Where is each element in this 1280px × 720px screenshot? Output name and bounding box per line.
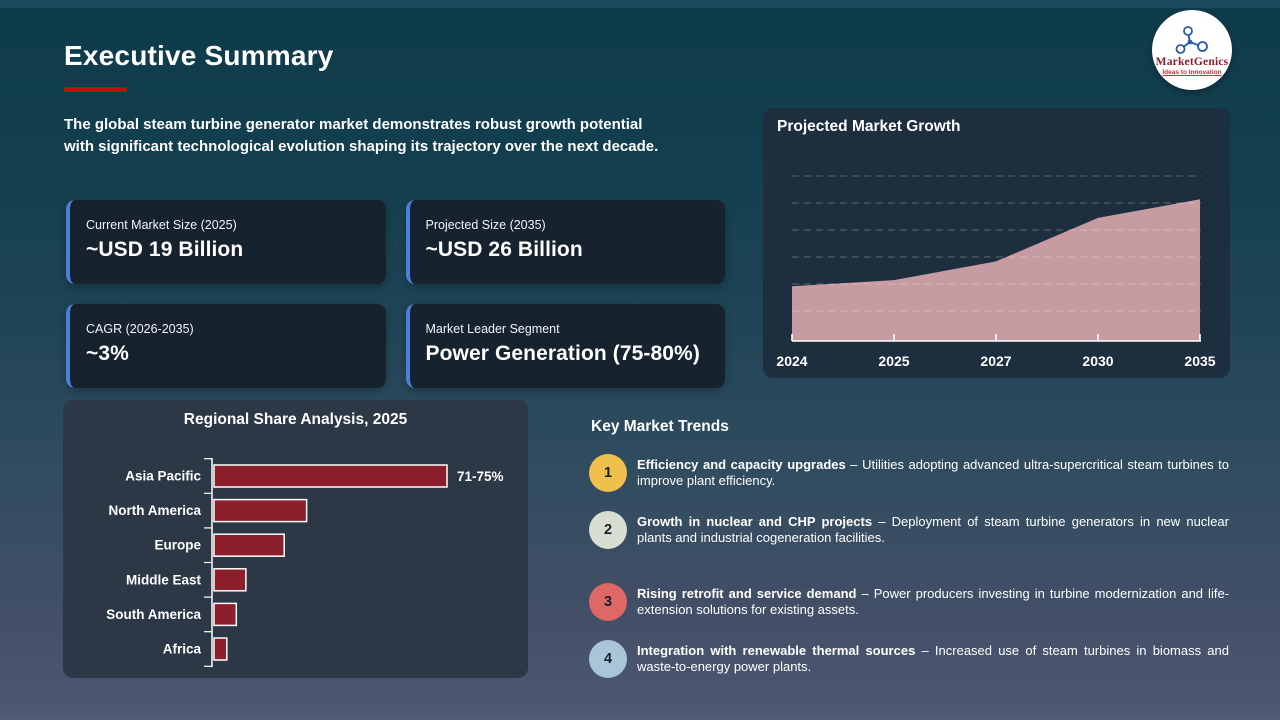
regional-share-chart: Asia Pacific 71-75% North America Europe Mid… xyxy=(106,458,504,667)
page-title: Executive Summary xyxy=(64,40,334,71)
trend-text: Growth in nuclear and CHP projects – Dep… xyxy=(637,514,1229,547)
category-label: Africa xyxy=(163,642,202,657)
growth-chart-title: Projected Market Growth xyxy=(777,118,961,135)
trend-title: Efficiency and capacity upgrades xyxy=(637,456,846,472)
bottom-accent-strip xyxy=(0,715,1280,720)
trend-number-badge: 3 xyxy=(589,583,627,621)
stat-value: ~3% xyxy=(86,342,129,365)
key-market-trends: Key Market Trends 1 Efficiency and capac… xyxy=(589,418,1237,678)
stat-label: Projected Size (2035) xyxy=(425,218,546,232)
stat-label: CAGR (2026-2035) xyxy=(86,322,194,336)
x-axis-label: 2025 xyxy=(878,353,909,369)
title-underline xyxy=(64,87,127,92)
stat-value: ~USD 19 Billion xyxy=(86,238,244,261)
trend-item: 4 Integration with renewable thermal sou… xyxy=(589,640,1237,678)
category-label: Middle East xyxy=(126,572,202,587)
stat-value: Power Generation (75-80%) xyxy=(425,342,700,365)
trend-item: 3 Rising retrofit and service demand – P… xyxy=(589,583,1237,621)
marketgenics-logo: MarketGenics Ideas to Innovation xyxy=(1152,10,1232,90)
logo-name: MarketGenics xyxy=(1155,55,1229,68)
logo-tagline: Ideas to Innovation xyxy=(1162,68,1222,76)
trend-description: – Deployment of steam turbine generators… xyxy=(637,513,1229,546)
trend-description: – Power producers investing in turbine m… xyxy=(637,585,1229,618)
trend-number-badge: 1 xyxy=(589,454,627,492)
regional-share-card: Regional Share Analysis, 2025 Asia Pacif… xyxy=(63,400,528,678)
x-axis-label: 2035 xyxy=(1184,353,1215,369)
intro-text: The global steam turbine generator marke… xyxy=(64,114,658,157)
intro-line-2: with significant technological evolution… xyxy=(64,137,659,155)
intro-line-1: The global steam turbine generator marke… xyxy=(64,116,643,133)
stat-value: ~USD 26 Billion xyxy=(425,238,583,261)
data-label: 71-75% xyxy=(457,469,504,484)
trend-description: – Utilities adopting advanced ultra-supe… xyxy=(637,456,1230,489)
bar xyxy=(213,533,285,557)
bar xyxy=(213,637,228,661)
stat-card-projected-size: Projected Size (2035) ~USD 26 Billion xyxy=(405,200,725,284)
x-axis-label: 2030 xyxy=(1082,353,1113,369)
stat-card-leader-segment: Market Leader Segment Power Generation (… xyxy=(405,304,725,388)
x-axis-label: 2024 xyxy=(776,353,807,369)
trend-text: Integration with renewable thermal sourc… xyxy=(637,643,1229,676)
category-label: South America xyxy=(106,607,201,622)
bar xyxy=(213,568,247,592)
bar xyxy=(213,464,448,488)
stat-label: Market Leader Segment xyxy=(425,322,560,336)
trend-text: Rising retrofit and service demand – Pow… xyxy=(637,586,1229,619)
regional-chart-title: Regional Share Analysis, 2025 xyxy=(183,411,408,428)
category-label: Europe xyxy=(154,538,201,553)
trend-description: – Increased use of steam turbines in bio… xyxy=(637,642,1229,675)
top-accent-strip xyxy=(0,0,1280,8)
trend-item: 2 Growth in nuclear and CHP projects – D… xyxy=(589,511,1237,549)
trend-title: Growth in nuclear and CHP projects xyxy=(637,513,873,529)
stat-card-grid: Current Market Size (2025) ~USD 19 Billi… xyxy=(66,200,725,388)
trend-title: Rising retrofit and service demand xyxy=(637,585,857,601)
molecule-icon xyxy=(1175,25,1208,54)
trend-number-badge: 4 xyxy=(589,640,627,678)
category-label: Asia Pacific xyxy=(125,469,201,484)
stat-card-cagr: CAGR (2026-2035) ~3% xyxy=(66,304,386,388)
area-shape xyxy=(792,199,1200,341)
bar xyxy=(213,602,238,627)
projected-growth-chart: 2024 2025 2027 2030 2035 xyxy=(776,175,1216,369)
x-axis-label: 2027 xyxy=(980,353,1011,369)
projected-growth-card: Projected Market Growth 2024 2025 2027 2030… xyxy=(763,108,1230,378)
trends-heading: Key Market Trends xyxy=(591,418,729,435)
stat-label: Current Market Size (2025) xyxy=(86,218,237,232)
category-label: North America xyxy=(108,503,201,518)
trend-text: Efficiency and capacity upgrades – Utili… xyxy=(637,457,1229,490)
trend-title: Integration with renewable thermal sourc… xyxy=(637,642,916,658)
bar xyxy=(213,498,308,523)
trend-item: 1 Efficiency and capacity upgrades – Uti… xyxy=(589,454,1237,492)
trend-number-badge: 2 xyxy=(589,511,627,549)
stat-card-current-size: Current Market Size (2025) ~USD 19 Billi… xyxy=(66,200,386,284)
